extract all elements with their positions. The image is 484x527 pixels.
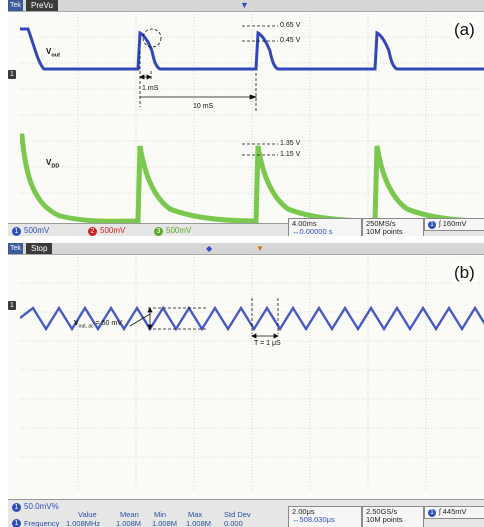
- ch1-scale[interactable]: 1 50.0mV%: [12, 502, 59, 512]
- scope-top-bar: Tek PreVu ▼: [8, 0, 484, 12]
- ch1-scale[interactable]: 1 500mV: [12, 226, 49, 236]
- status-bar-a: 1 500mV 2 500mV 3 500mV 4.00ms ↔0.00000 s 25…: [8, 218, 484, 236]
- scope-top-bar: Tek Stop ◆ ▼: [8, 243, 484, 255]
- ch2-scale[interactable]: 2 500mV: [88, 226, 125, 236]
- timebase-box[interactable]: 2.00μs ↔508.030μs: [288, 506, 362, 527]
- status-bar-b: 1 50.0mV% Value Mean Min Max Std Dev 1 Fr…: [8, 499, 484, 527]
- annotation-ripple: Vout, ac = 50 mV: [74, 320, 122, 330]
- annotation-065v: 0.65 V: [280, 22, 301, 29]
- ch1-ground-marker[interactable]: 1: [8, 301, 16, 310]
- annotation-10ms: 10 mS: [193, 103, 214, 110]
- measure-header-value: Value: [78, 510, 97, 519]
- measure-max: 1.008M: [186, 519, 212, 527]
- panel-label-a: (a): [452, 20, 477, 40]
- vout-trace: [20, 27, 484, 71]
- acquisition-state[interactable]: PreVu: [26, 0, 58, 11]
- tek-badge: Tek: [8, 243, 23, 254]
- trigger-position-icon[interactable]: ▼: [240, 0, 249, 10]
- tek-badge: Tek: [8, 0, 23, 11]
- waveform-display-a[interactable]: [20, 11, 484, 223]
- measure-header-max: Max: [188, 510, 203, 519]
- record-position-icon[interactable]: ▼: [256, 244, 264, 253]
- measure-header-stddev: Std Dev: [224, 510, 251, 519]
- measure-label: Frequency: [24, 519, 60, 527]
- measure-header-mean: Mean: [120, 510, 139, 519]
- annotation-135v: 1.35 V: [280, 140, 301, 147]
- annotation-115v: 1.15 V: [280, 151, 301, 158]
- vdd-trace: [20, 133, 484, 223]
- sample-rate-box[interactable]: 2.50GS/s 10M points: [362, 506, 424, 527]
- measure-value: 1.008MHz: [66, 519, 101, 527]
- measure-stddev: 0.000: [224, 519, 243, 527]
- timebase-box[interactable]: 4.00ms ↔0.00000 s: [288, 218, 362, 236]
- vdd-label: VDD: [46, 158, 60, 170]
- measure-mean: 1.008M: [116, 519, 142, 527]
- annotation-045v: 0.45 V: [280, 37, 301, 44]
- ch3-scale[interactable]: 3 500mV: [154, 226, 191, 236]
- ripple-trace: [20, 305, 484, 332]
- measure-header-min: Min: [154, 510, 167, 519]
- panel-label-b: (b): [452, 263, 477, 283]
- ch1-ground-marker[interactable]: 1: [8, 70, 16, 79]
- measure-min: 1.008M: [152, 519, 178, 527]
- acquisition-state[interactable]: Stop: [26, 243, 53, 254]
- sample-rate-box[interactable]: 250MS/s 10M points: [362, 218, 424, 236]
- scope-panel-b: Tek Stop ◆ ▼: [8, 243, 484, 527]
- waveform-display-b[interactable]: [20, 254, 484, 490]
- annotation-1ms: 1 mS: [142, 85, 159, 92]
- scope-panel-a: Tek PreVu ▼: [8, 0, 484, 236]
- trigger-position-icon[interactable]: ◆: [206, 244, 213, 253]
- vout-label: Vout: [46, 47, 60, 59]
- annotation-period: T = 1 μS: [254, 340, 281, 347]
